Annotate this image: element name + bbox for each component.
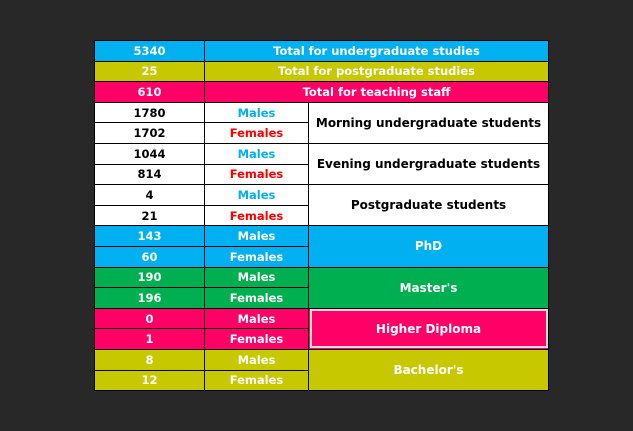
- cell-evening-females-value[interactable]: 814: [94, 163, 205, 186]
- table-row: 190 Males Master's: [94, 266, 550, 309]
- cell-higher-diploma-females-value[interactable]: 1: [94, 328, 205, 350]
- cell-phd-males-label[interactable]: Males: [204, 225, 309, 247]
- table-row: 814 Females: [94, 163, 549, 186]
- cell-masters-females-value[interactable]: 196: [94, 287, 205, 309]
- table-row: 0 Males Higher Diploma: [94, 307, 550, 350]
- cell-postgraduate-males-value[interactable]: 4: [94, 184, 205, 206]
- cell-evening-category[interactable]: Evening undergraduate students: [307, 142, 550, 186]
- cell-total-teaching-label[interactable]: Total for teaching staff: [203, 81, 550, 103]
- cell-bachelors-males-value[interactable]: 8: [94, 348, 205, 371]
- cell-morning-females-label[interactable]: Females: [204, 122, 309, 144]
- cell-evening-females-label[interactable]: Females: [204, 163, 309, 186]
- table-row: 21 Females: [94, 204, 549, 227]
- cell-total-postgraduate-value[interactable]: 25: [94, 60, 205, 83]
- table-row: 4 Males Postgraduate students: [94, 184, 550, 227]
- cell-masters-males-value[interactable]: 190: [94, 266, 205, 289]
- table-row: 143 Males PhD: [94, 225, 550, 268]
- cell-evening-males-label[interactable]: Males: [204, 142, 309, 165]
- cell-higher-diploma-males-label[interactable]: Males: [204, 307, 309, 330]
- table-row: 5340 Total for undergraduate studies: [94, 40, 550, 62]
- cell-phd-females-label[interactable]: Females: [204, 245, 309, 268]
- table-row: 610 Total for teaching staff: [94, 81, 550, 103]
- cell-phd-males-value[interactable]: 143: [94, 225, 205, 247]
- table-row: 12 Females: [94, 369, 549, 392]
- cell-phd-females-value[interactable]: 60: [94, 245, 205, 268]
- cell-morning-category[interactable]: Morning undergraduate students: [307, 101, 550, 144]
- cell-morning-males-value[interactable]: 1780: [94, 101, 205, 124]
- cell-postgraduate-females-label[interactable]: Females: [204, 204, 309, 227]
- cell-postgraduate-males-label[interactable]: Males: [204, 184, 309, 206]
- cell-morning-males-label[interactable]: Males: [204, 101, 309, 124]
- table-row: 25 Total for postgraduate studies: [94, 60, 550, 83]
- cell-bachelors-females-value[interactable]: 12: [94, 369, 205, 392]
- cell-postgraduate-category[interactable]: Postgraduate students: [307, 184, 550, 227]
- table-row: 1780 Males Morning undergraduate student…: [94, 101, 550, 144]
- cell-bachelors-males-label[interactable]: Males: [204, 348, 309, 371]
- cell-masters-category[interactable]: Master's: [307, 266, 550, 309]
- statistics-table: 5340 Total for undergraduate studies 25 …: [94, 40, 550, 392]
- cell-total-undergraduate-label[interactable]: Total for undergraduate studies: [203, 40, 550, 62]
- cell-morning-females-value[interactable]: 1702: [94, 122, 205, 144]
- cell-evening-males-value[interactable]: 1044: [94, 142, 205, 165]
- table-row: 196 Females: [94, 287, 549, 309]
- table-row: 1702 Females: [94, 122, 549, 144]
- cell-total-teaching-value[interactable]: 610: [94, 81, 205, 103]
- table-row: 1 Females: [94, 328, 549, 350]
- table-row: 8 Males Bachelor's: [94, 348, 550, 392]
- cell-masters-females-label[interactable]: Females: [204, 287, 309, 309]
- cell-higher-diploma-category[interactable]: Higher Diploma: [307, 307, 550, 350]
- cell-phd-category[interactable]: PhD: [307, 225, 550, 268]
- cell-higher-diploma-females-label[interactable]: Females: [204, 328, 309, 350]
- cell-total-postgraduate-label[interactable]: Total for postgraduate studies: [203, 60, 550, 83]
- cell-total-undergraduate-value[interactable]: 5340: [94, 40, 205, 62]
- table-row: 1044 Males Evening undergraduate student…: [94, 142, 550, 186]
- cell-bachelors-category[interactable]: Bachelor's: [307, 348, 550, 392]
- cell-higher-diploma-males-value[interactable]: 0: [94, 307, 205, 330]
- cell-bachelors-females-label[interactable]: Females: [204, 369, 309, 392]
- cell-postgraduate-females-value[interactable]: 21: [94, 204, 205, 227]
- cell-masters-males-label[interactable]: Males: [204, 266, 309, 289]
